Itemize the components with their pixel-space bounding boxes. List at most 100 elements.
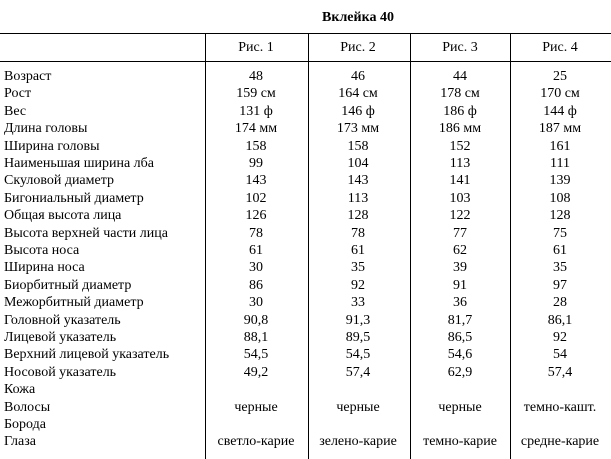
row-label: Борода: [4, 417, 46, 432]
cell: 122: [449, 208, 471, 224]
cell: 158: [245, 138, 267, 154]
cell: 178 см: [440, 86, 480, 102]
cell: 54,5: [243, 347, 269, 363]
cell: 99: [249, 156, 263, 171]
cell: 33: [351, 295, 365, 311]
cell: 164 см: [338, 86, 378, 102]
cell: 143: [245, 173, 267, 189]
cell: черные: [438, 399, 482, 415]
cell: 174 мм: [234, 121, 278, 137]
column-header: Рис. 2: [340, 40, 376, 55]
cell: 54,6: [447, 347, 473, 363]
cell: 103: [449, 190, 471, 206]
cell: 139: [549, 173, 571, 189]
row-label: Глаза: [4, 434, 36, 450]
cell: 92: [553, 330, 567, 345]
cell: 61: [249, 243, 263, 258]
row-label: Бигониальный диаметр: [4, 190, 144, 206]
row-label: Длина головы: [4, 121, 88, 137]
row-label: Ширина головы: [4, 138, 100, 154]
cell: 86,5: [447, 330, 473, 345]
cell: 77: [453, 225, 467, 241]
cell: 91: [453, 277, 467, 293]
cell: 126: [245, 208, 267, 224]
cell: 128: [549, 208, 571, 224]
cell: темно-карие: [423, 434, 497, 450]
column-rule: [205, 34, 206, 459]
cell: 108: [549, 190, 571, 206]
cell: 35: [351, 260, 365, 276]
row-label: Вес: [4, 103, 27, 119]
cell: 146 ф: [341, 103, 375, 119]
cell: 86,1: [547, 312, 573, 328]
cell: 89,5: [345, 330, 371, 345]
cell: зелено-карие: [319, 434, 397, 450]
cell: 48: [249, 69, 263, 84]
cell: 102: [245, 190, 267, 206]
row-label: Возраст: [4, 69, 52, 84]
rule: [0, 61, 611, 62]
cell: 54: [553, 347, 567, 363]
column-header: Рис. 4: [542, 40, 578, 55]
cell: 86: [249, 277, 263, 293]
cell: 187 мм: [538, 121, 582, 137]
column-header: Рис. 1: [238, 40, 274, 55]
column-rule: [308, 34, 309, 459]
cell: 143: [347, 173, 369, 189]
cell: 46: [351, 69, 365, 84]
cell: 186 мм: [438, 121, 482, 137]
cell: 25: [553, 69, 567, 84]
row-label: Волосы: [4, 399, 51, 415]
cell: 30: [249, 260, 263, 276]
row-label: Головной указатель: [4, 312, 121, 328]
cell: средне-карие: [520, 434, 600, 450]
row-label: Ширина носа: [4, 260, 85, 276]
cell: 36: [453, 295, 467, 311]
row-label: Скуловой диаметр: [4, 173, 115, 189]
row-label: Наименьшая ширина лба: [4, 156, 154, 171]
row-label: Высота верхней части лица: [4, 225, 168, 241]
row-label: Носовой указатель: [4, 364, 117, 380]
cell: 30: [249, 295, 263, 311]
cell: 78: [249, 225, 263, 241]
cell: 57,4: [345, 364, 371, 380]
cell: 113: [347, 190, 369, 206]
cell: 104: [347, 156, 369, 171]
cell: 144 ф: [543, 103, 577, 119]
cell: 170 см: [540, 86, 580, 102]
row-label: Лицевой указатель: [4, 330, 117, 345]
cell: 49,2: [243, 364, 269, 380]
cell: 161: [549, 138, 571, 154]
cell: 62: [453, 243, 467, 258]
row-label: Межорбитный диаметр: [4, 295, 144, 311]
cell: 91,3: [345, 312, 371, 328]
row-label: Биорбитный диаметр: [4, 277, 132, 293]
cell: 81,7: [447, 312, 473, 328]
cell: 173 мм: [336, 121, 380, 137]
cell: 62,9: [447, 364, 473, 380]
cell: 152: [449, 138, 471, 154]
cell: темно-кашт.: [523, 399, 597, 415]
cell: 159 см: [236, 86, 276, 102]
row-label: Общая высота лица: [4, 208, 122, 224]
row-label: Кожа: [4, 382, 36, 398]
row-label: Рост: [4, 86, 32, 102]
cell: 35: [553, 260, 567, 276]
cell: 186 ф: [443, 103, 477, 119]
row-label: Верхний лицевой указатель: [4, 347, 170, 363]
cell: 57,4: [547, 364, 573, 380]
cell: 88,1: [243, 330, 269, 345]
row-label: Высота носа: [4, 243, 80, 258]
cell: 54,5: [345, 347, 371, 363]
cell: светло-карие: [217, 434, 295, 450]
title: Вклейка 40: [322, 10, 394, 25]
cell: 158: [347, 138, 369, 154]
cell: 128: [347, 208, 369, 224]
cell: 61: [553, 243, 567, 258]
cell: 131 ф: [239, 103, 273, 119]
cell: 97: [553, 277, 567, 293]
cell: 44: [453, 69, 467, 84]
column-rule: [410, 34, 411, 459]
cell: 92: [351, 277, 365, 293]
